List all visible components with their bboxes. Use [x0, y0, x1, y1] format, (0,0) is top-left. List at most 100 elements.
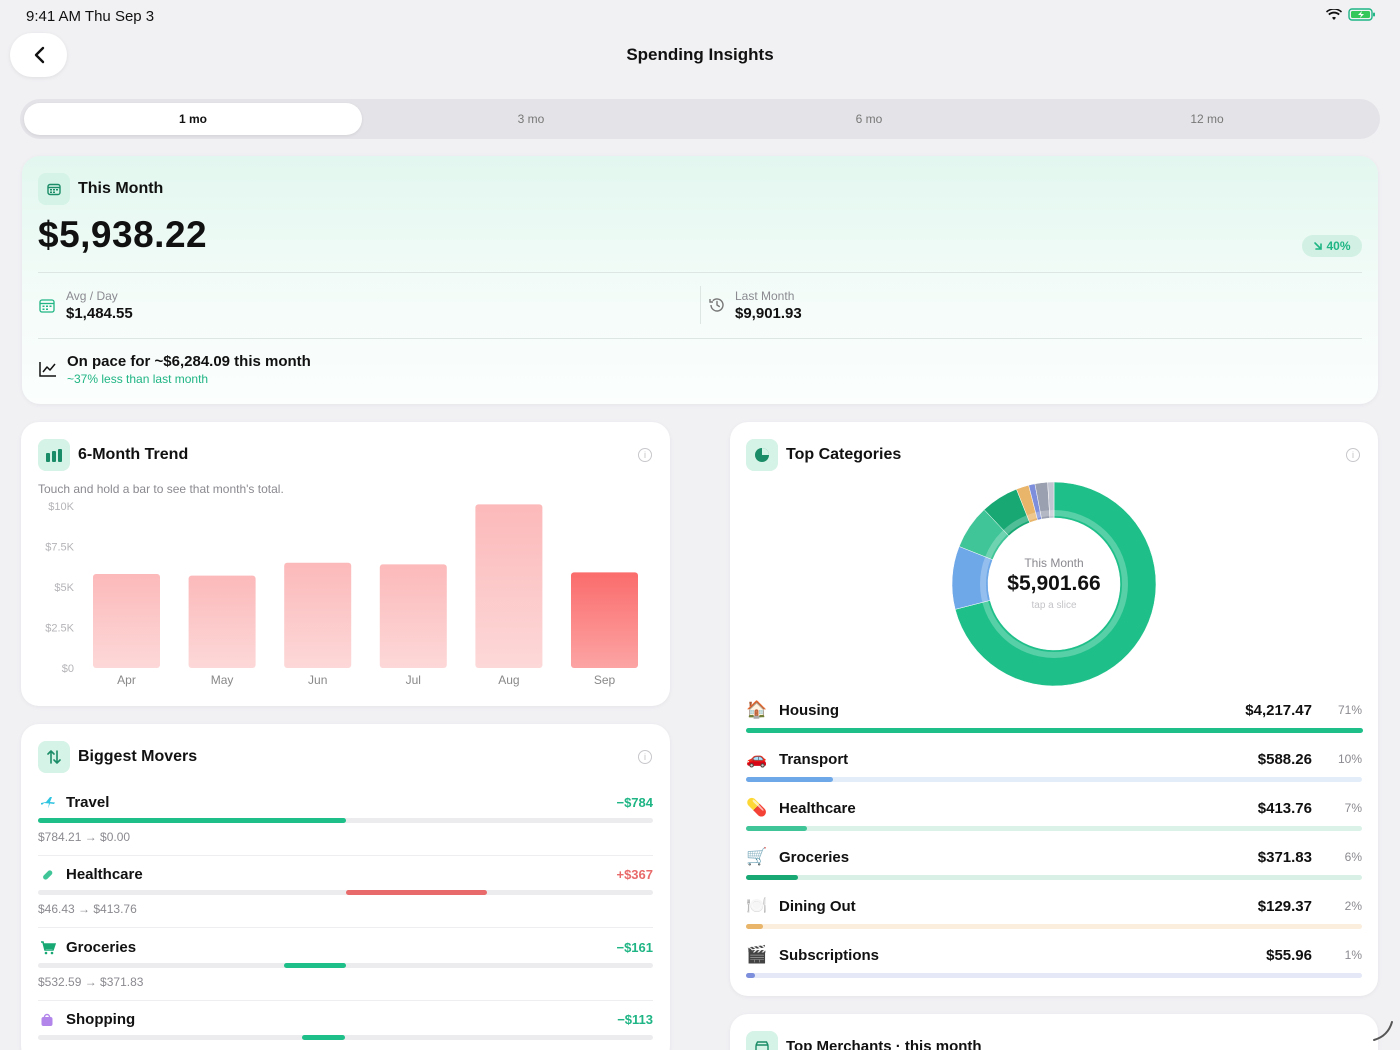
- battery-icon: [1348, 8, 1375, 21]
- status-icons: [1326, 8, 1376, 21]
- bar-aug[interactable]: [475, 504, 543, 668]
- category-percent: 7%: [1344, 801, 1362, 815]
- hero-amount: $5,938.22: [38, 214, 208, 255]
- mover-row[interactable]: Travel −$784 $784.21 → $0.00: [38, 794, 653, 864]
- donut-ring-highlight: [980, 510, 1128, 658]
- category-bar-track: [746, 924, 1362, 929]
- bar-may[interactable]: [188, 575, 256, 668]
- category-bar-fill: [746, 973, 755, 978]
- pace-subtext: ~37% less than last month: [67, 372, 209, 386]
- y-tick-label: $7.5K: [45, 542, 74, 554]
- mover-delta: −$784: [616, 795, 653, 810]
- bar-chart-icon: [38, 439, 70, 471]
- hero-title: This Month: [78, 180, 164, 197]
- mover-name: Shopping: [66, 1010, 136, 1028]
- category-bar-fill: [746, 875, 799, 880]
- chevron-left-icon: [34, 46, 44, 64]
- bar-apr[interactable]: [93, 574, 160, 668]
- change-badge: 40%: [1302, 235, 1362, 257]
- status-time: 9:41 AM Thu Sep 3: [26, 8, 155, 25]
- calendar-small-icon: [39, 299, 55, 313]
- mover-range: $784.21 → $0.00: [38, 830, 131, 844]
- pie-chart-icon: [746, 439, 778, 471]
- tab-12-mo[interactable]: 12 mo: [1190, 112, 1224, 126]
- categories-title: Top Categories: [786, 446, 902, 463]
- category-bar-track: [746, 973, 1362, 978]
- category-emoji-icon: 🏠: [746, 700, 768, 719]
- back-button[interactable]: [10, 33, 67, 77]
- y-tick-label: $10K: [48, 501, 74, 513]
- mover-row[interactable]: Shopping −$113: [38, 1011, 653, 1050]
- category-row[interactable]: 🍽️ Dining Out $129.37 2%: [746, 896, 1362, 940]
- last-month-label: Last Month: [735, 289, 795, 303]
- mover-delta: −$161: [616, 939, 653, 955]
- arrows-up-down-icon: [38, 741, 70, 773]
- x-tick-label: Jun: [308, 673, 327, 687]
- mover-name: Groceries: [66, 938, 137, 956]
- mover-row[interactable]: Groceries −$161 $532.59 → $371.83: [38, 939, 653, 1009]
- trend-card: 6-Month Trend i Touch and hold a bar to …: [21, 422, 670, 706]
- mover-delta: +$367: [616, 867, 653, 883]
- top-merchants-card: Top Merchants · this month: [730, 1014, 1378, 1050]
- mover-bar-fill: [345, 890, 487, 896]
- divider: [38, 999, 653, 1001]
- mover-row[interactable]: Healthcare +$367 $46.43 → $413.76: [38, 866, 653, 936]
- resize-handle-icon[interactable]: [1370, 1018, 1396, 1044]
- page-title: Spending Insights: [626, 45, 774, 64]
- trend-chart-icon: [39, 362, 56, 377]
- mover-bar-track: [38, 818, 653, 823]
- tab-3-mo[interactable]: 3 mo: [517, 112, 545, 126]
- change-value: 40%: [1326, 239, 1351, 253]
- category-emoji-icon: 🍽️: [746, 896, 768, 915]
- bar-sep[interactable]: [571, 572, 638, 668]
- mover-range: $532.59 → $371.83: [38, 974, 144, 989]
- donut-slice[interactable]: [1047, 481, 1055, 519]
- merchants-title: Top Merchants · this month: [786, 1038, 982, 1050]
- category-row[interactable]: 🛒 Groceries $371.83 6%: [746, 847, 1362, 891]
- bar-jul[interactable]: [379, 564, 447, 668]
- category-emoji-icon: 🚗: [746, 749, 768, 768]
- category-name: Healthcare: [779, 800, 856, 817]
- tab-6-mo[interactable]: 6 mo: [855, 112, 883, 126]
- info-icon[interactable]: i: [1346, 448, 1360, 462]
- bag-icon: [40, 1013, 54, 1032]
- mover-name: Healthcare: [66, 866, 143, 884]
- x-tick-label: Jul: [406, 673, 421, 687]
- mover-name: Travel: [66, 794, 110, 811]
- donut-label: This Month: [1024, 556, 1084, 570]
- category-row[interactable]: 💊 Healthcare $413.76 7%: [746, 798, 1362, 842]
- category-row[interactable]: 🏠 Housing $4,217.47 71%: [746, 700, 1363, 744]
- mover-bar-fill: [284, 962, 346, 968]
- category-percent: 6%: [1344, 850, 1362, 864]
- last-month-value: $9,901.93: [735, 305, 802, 322]
- x-tick-label: Sep: [594, 673, 616, 687]
- donut-center: [989, 519, 1119, 649]
- category-donut-chart[interactable]: [934, 474, 1174, 694]
- trend-bar-chart: $10K $7.5K $5K $2.5K $0 Apr May Jun Jul Aug Sep: [45, 501, 638, 687]
- donut-slice[interactable]: [954, 481, 1157, 687]
- tab-1-mo[interactable]: 1 mo: [24, 103, 362, 135]
- category-name: Subscriptions: [779, 947, 880, 964]
- category-bar-track: [746, 826, 1362, 831]
- info-icon[interactable]: i: [638, 750, 652, 764]
- category-name: Transport: [779, 751, 849, 768]
- category-row[interactable]: 🎬 Subscriptions $55.96 1%: [746, 945, 1362, 989]
- period-segmented-control: 1 mo 3 mo 6 mo 12 mo: [20, 99, 1380, 139]
- y-tick-label: $5K: [54, 582, 74, 594]
- category-emoji-icon: 💊: [746, 798, 768, 817]
- donut-hint: tap a slice: [1031, 600, 1077, 611]
- bar-jun[interactable]: [284, 562, 352, 668]
- mover-bar-track: [38, 1034, 653, 1040]
- arrow-down-right-icon: [1314, 242, 1323, 250]
- category-name: Groceries: [779, 849, 850, 866]
- top-categories-card: Top Categories i This Month $5,901.66 ta…: [730, 422, 1378, 996]
- category-row[interactable]: 🚗 Transport $588.26 10%: [746, 749, 1362, 793]
- mover-bar-fill: [38, 818, 346, 823]
- category-emoji-icon: 🛒: [746, 847, 768, 866]
- divider: [38, 927, 653, 929]
- info-icon[interactable]: i: [638, 448, 652, 462]
- trend-hint: Touch and hold a bar to see that month's…: [38, 482, 284, 496]
- airplane-icon: [40, 796, 56, 815]
- mover-bar-fill: [302, 1034, 346, 1040]
- category-amount: $129.37: [1257, 898, 1312, 915]
